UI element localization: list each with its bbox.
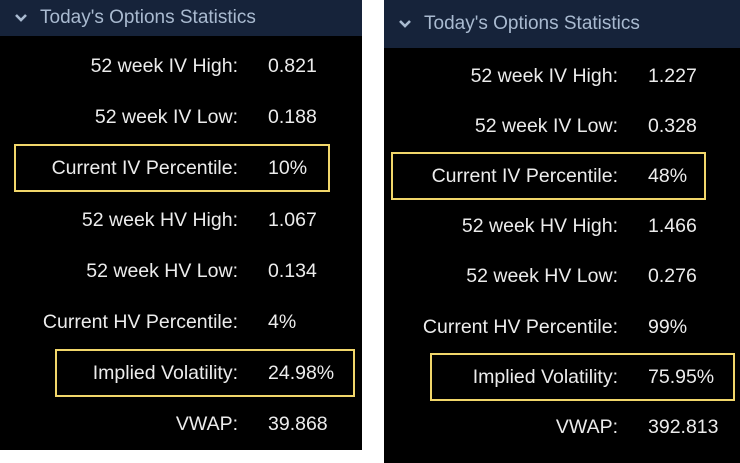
stat-row: 52 week HV High: 1.067 — [0, 205, 362, 235]
stat-value: 0.328 — [648, 115, 697, 138]
stat-label: 52 week IV Low: — [474, 115, 618, 138]
stat-row: Implied Volatility: 75.95% — [384, 362, 740, 392]
stat-value: 10% — [268, 157, 308, 180]
stat-value: 75.95% — [648, 365, 715, 388]
stat-label: 52 week HV High: — [81, 208, 238, 231]
stat-value: 1.227 — [648, 65, 697, 87]
highlight-box — [14, 144, 330, 193]
stat-value: 0.188 — [268, 106, 317, 129]
stat-label: 52 week HV Low: — [86, 259, 238, 282]
stat-row: VWAP: 392.813 — [384, 412, 740, 442]
panel-title: Today's Options Statistics — [424, 13, 640, 34]
stat-label: Implied Volatility: — [92, 362, 238, 385]
stat-row: Implied Volatility: 24.98% — [0, 358, 362, 388]
stat-row: Current HV Percentile: 4% — [0, 307, 362, 337]
collapse-chevron — [399, 20, 411, 28]
stat-label: 52 week HV High: — [461, 215, 618, 238]
stat-label: Current HV Percentile: — [422, 315, 618, 338]
options-panel: Today's Options Statistics 52 week IV Hig… — [384, 0, 740, 463]
highlight-box — [55, 349, 355, 398]
collapse-chevron — [15, 14, 27, 22]
stat-row: 52 week IV High: 0.821 — [0, 51, 362, 81]
stat-row: 52 week IV Low: 0.188 — [0, 102, 362, 132]
stat-label: VWAP: — [175, 413, 238, 436]
stat-value: 0.821 — [268, 55, 317, 77]
stat-label: 52 week IV Low: — [94, 106, 238, 129]
panel-header[interactable]: Today's Options Statistics — [384, 0, 740, 48]
stat-row: 52 week IV High: 1.227 — [384, 61, 740, 91]
highlight-box — [391, 152, 706, 201]
stat-label: Current HV Percentile: — [42, 311, 238, 333]
stat-row: 52 week IV Low: 0.328 — [384, 111, 740, 141]
panel-title: Today's Options Statistics — [40, 7, 256, 28]
stat-value: 24.98% — [268, 362, 335, 385]
stat-row: Current IV Percentile: 48% — [384, 161, 740, 191]
options-panel: Today's Options Statistics 52 week IV Hig… — [0, 0, 362, 450]
stat-row: Current IV Percentile: 10% — [0, 153, 362, 183]
stat-value: 392.813 — [648, 415, 719, 438]
stat-row: Current HV Percentile: 99% — [384, 312, 740, 342]
stat-row: 52 week HV High: 1.466 — [384, 211, 740, 241]
stat-row: 52 week HV Low: 0.134 — [0, 256, 362, 286]
stat-value: 0.134 — [268, 259, 317, 282]
stat-value: 48% — [648, 165, 688, 188]
highlight-box — [430, 352, 735, 401]
stat-value: 1.466 — [648, 215, 697, 238]
stat-label: Implied Volatility: — [472, 365, 618, 388]
panel-header[interactable]: Today's Options Statistics — [0, 0, 362, 36]
stat-label: Current IV Percentile: — [51, 157, 238, 180]
stat-value: 0.276 — [648, 265, 697, 288]
stat-label: 52 week IV High: — [470, 65, 618, 87]
stat-value: 1.067 — [268, 208, 317, 231]
stat-value: 39.868 — [268, 413, 328, 436]
stat-value: 99% — [648, 315, 688, 338]
stat-row: VWAP: 39.868 — [0, 409, 362, 439]
stat-value: 4% — [268, 311, 297, 333]
stat-label: 52 week IV High: — [90, 55, 238, 77]
stat-label: 52 week HV Low: — [466, 265, 618, 288]
stat-row: 52 week HV Low: 0.276 — [384, 261, 740, 291]
stat-label: VWAP: — [555, 415, 618, 438]
stat-label: Current IV Percentile: — [431, 165, 618, 188]
